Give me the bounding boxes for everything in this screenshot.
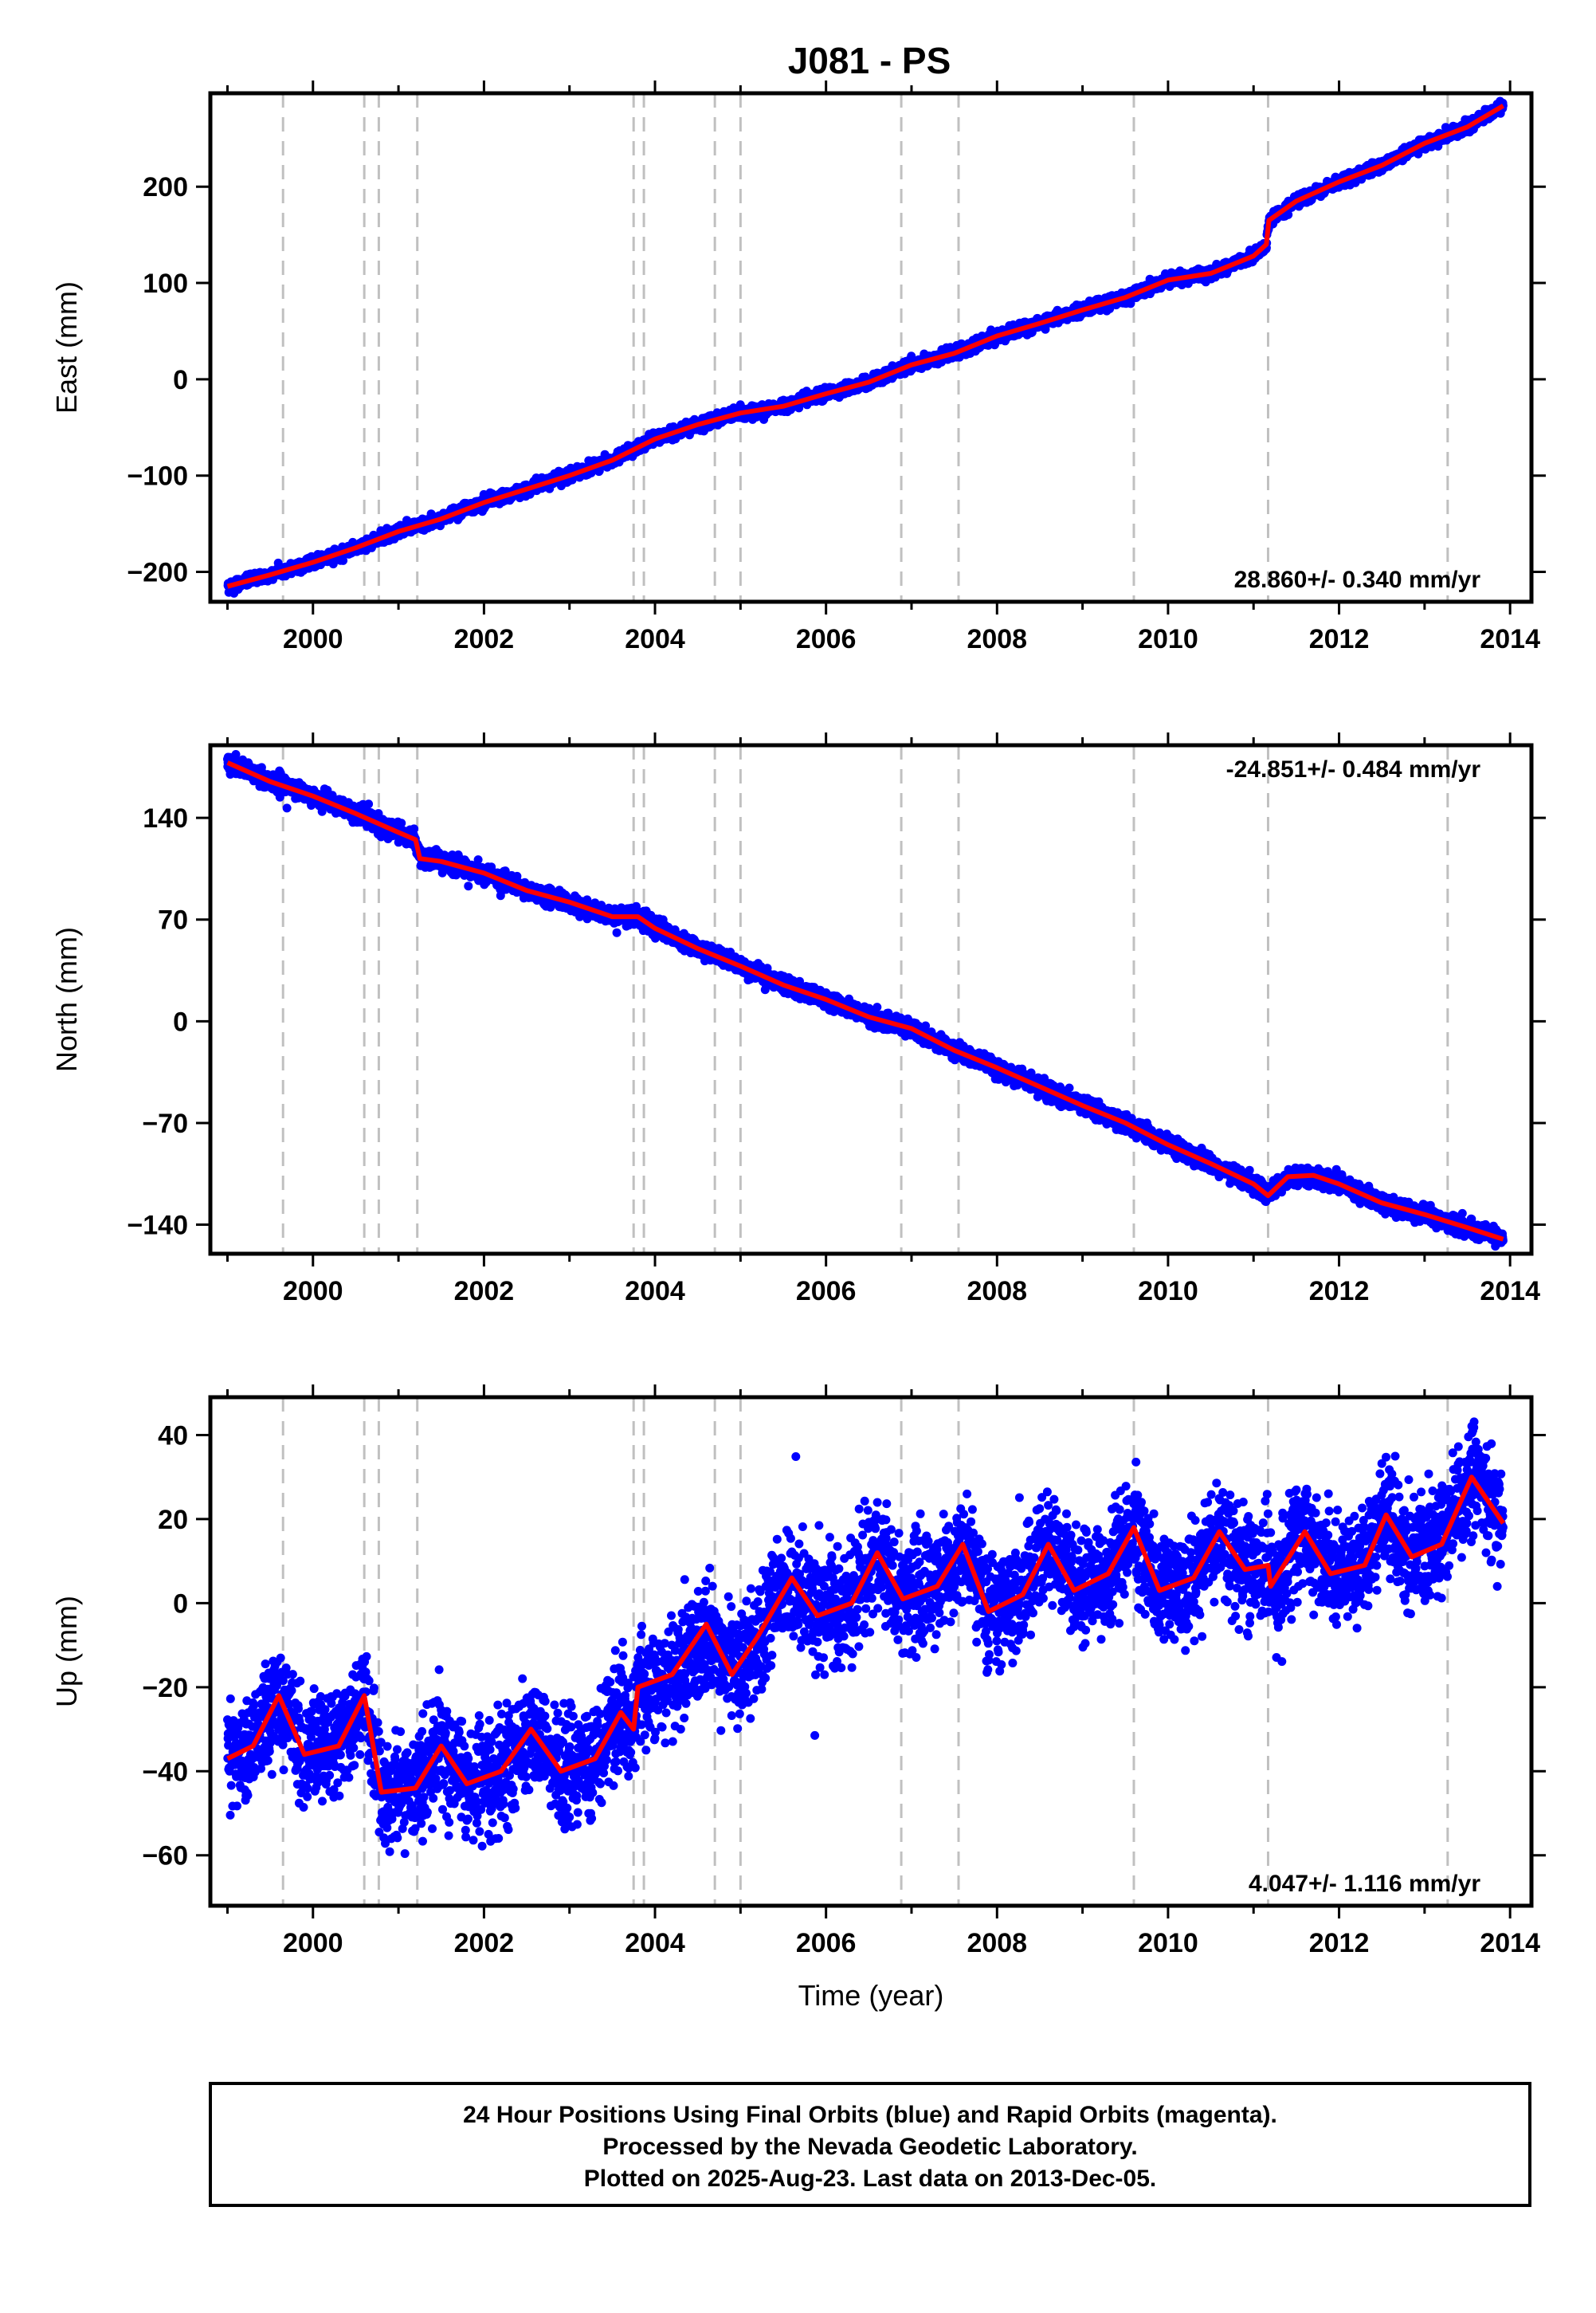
east-panel: 2000 2002 2004 2006 2008 2010 2012 2014−200−100… [50, 81, 1546, 654]
east-plot-area [223, 93, 1508, 602]
east-point [339, 556, 348, 565]
chart-title: J081 - PS [788, 40, 951, 81]
